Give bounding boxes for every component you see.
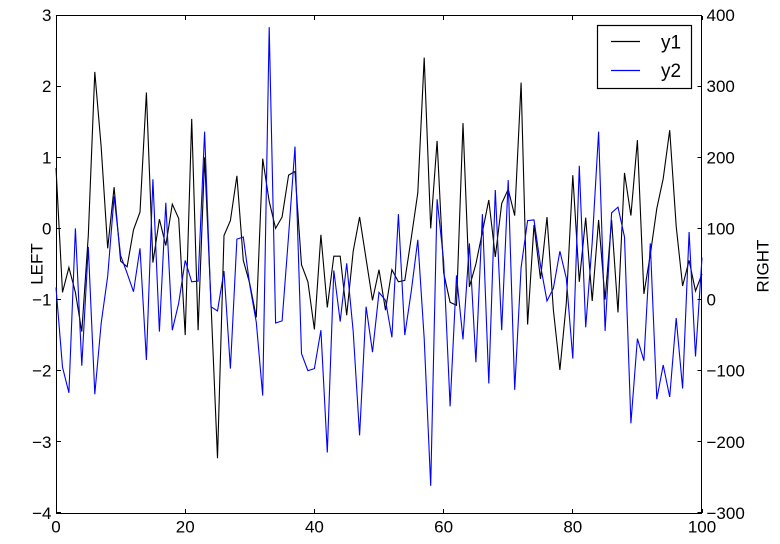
svg-text:y1: y1 [661, 33, 681, 54]
svg-text:−1: −1 [32, 291, 51, 310]
svg-text:−300: −300 [707, 504, 745, 523]
svg-text:0: 0 [51, 518, 60, 537]
svg-text:3: 3 [42, 6, 51, 25]
svg-text:100: 100 [688, 518, 716, 537]
svg-text:400: 400 [707, 6, 735, 25]
svg-text:RIGHT: RIGHT [754, 240, 773, 293]
svg-text:1: 1 [42, 148, 51, 167]
svg-text:−3: −3 [32, 433, 51, 452]
svg-text:−100: −100 [707, 362, 745, 381]
svg-text:60: 60 [434, 518, 453, 537]
svg-text:−200: −200 [707, 433, 745, 452]
svg-text:200: 200 [707, 148, 735, 167]
svg-text:2: 2 [42, 77, 51, 96]
svg-text:300: 300 [707, 77, 735, 96]
svg-text:80: 80 [563, 518, 582, 537]
svg-text:−4: −4 [32, 504, 51, 523]
svg-text:y2: y2 [661, 61, 681, 82]
svg-text:100: 100 [707, 219, 735, 238]
svg-text:40: 40 [305, 518, 324, 537]
svg-text:−2: −2 [32, 362, 51, 381]
svg-text:0: 0 [707, 291, 716, 310]
svg-text:0: 0 [42, 219, 51, 238]
svg-text:LEFT: LEFT [28, 243, 47, 285]
svg-text:20: 20 [176, 518, 195, 537]
